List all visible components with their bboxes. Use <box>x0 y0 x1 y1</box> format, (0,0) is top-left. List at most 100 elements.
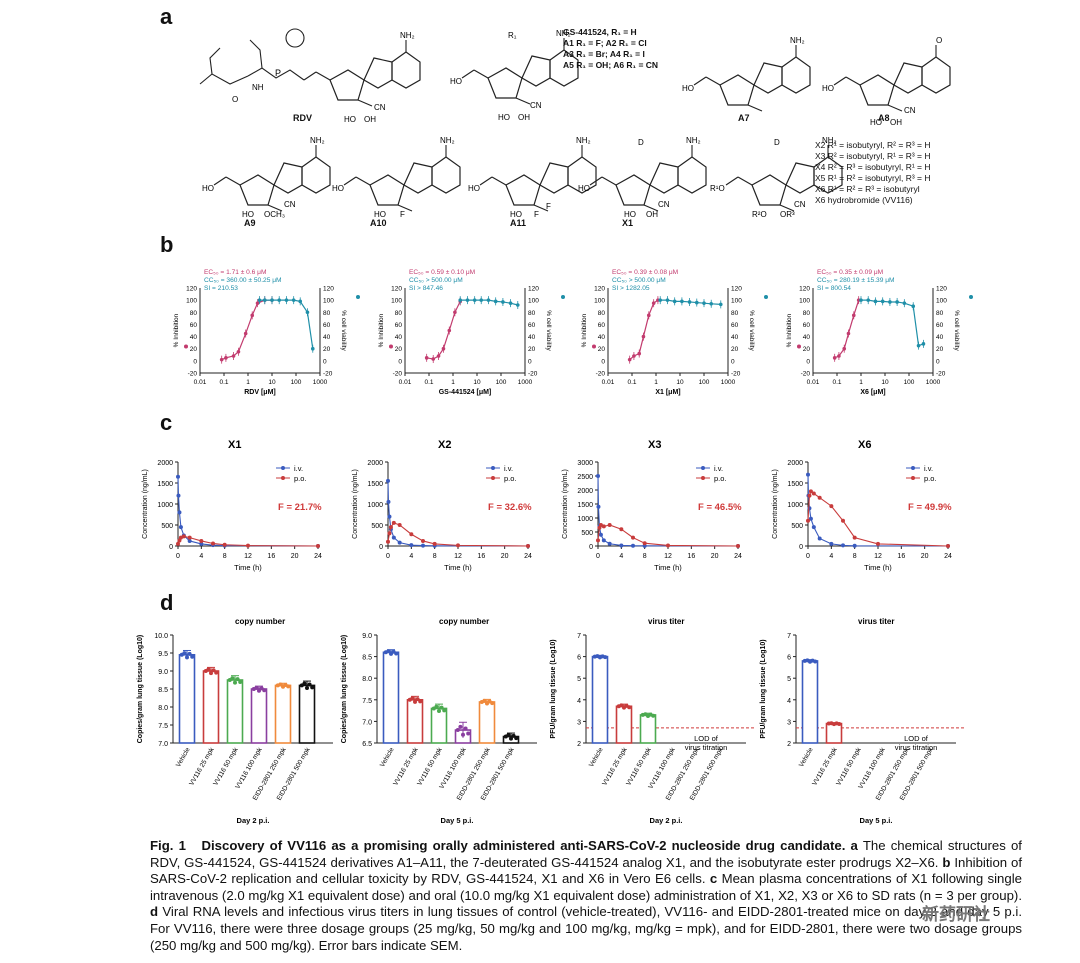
data-point <box>852 543 857 548</box>
data-point-viability <box>665 298 670 302</box>
data-point <box>386 499 391 504</box>
prodrug-list-item: X5 R¹ = R² = isobutyryl, R³ = H <box>815 173 931 183</box>
x-tick-label: 4 <box>619 553 623 560</box>
y-tick-label: 3 <box>787 719 791 726</box>
data-point <box>238 679 243 684</box>
structures-panel: P NH O HO OH CN NH₂ HO HO OH CN R₁ NH₂ H… <box>199 28 951 219</box>
data-point-viability <box>310 346 315 351</box>
data-point <box>181 534 186 539</box>
caption-a-text: The chemical structures of RDV, GS-44152… <box>150 838 1022 870</box>
x-axis-label: X6 [μM] <box>860 389 885 396</box>
x-tick-label: 16 <box>267 553 275 560</box>
y-tick-label: 100 <box>391 298 402 305</box>
y-axis-label: Concentration (ng/mL) <box>562 469 569 539</box>
y-tick-label: 500 <box>371 523 383 530</box>
data-point <box>619 543 624 548</box>
data-point <box>841 518 845 523</box>
x-tick-label: 0.01 <box>807 379 820 386</box>
x-tick-label: 24 <box>314 553 322 560</box>
data-point <box>410 696 415 701</box>
data-point-viability <box>298 299 303 304</box>
chart-title: X6 <box>858 439 871 451</box>
lod-label: LOD of <box>904 734 929 743</box>
y-tick-label: 500 <box>791 523 803 530</box>
data-point <box>386 539 390 544</box>
svg-text:NH: NH <box>252 83 264 92</box>
structure-x-prodrug: R¹O R²O OR³ CN D NH₂ <box>710 136 843 219</box>
legend-label-po: p.o. <box>504 474 517 483</box>
y-tick-label: 2000 <box>577 488 593 495</box>
chart-title: X3 <box>648 439 661 451</box>
data-point-viability <box>888 300 892 304</box>
data-point-viability <box>916 343 921 348</box>
x-tick-label: 10 <box>881 379 889 386</box>
data-point-viability <box>880 299 885 304</box>
data-point <box>806 518 810 523</box>
caption-title: Discovery of VV116 as a promising orally… <box>201 838 846 853</box>
legend-marker-inhibition <box>592 344 596 349</box>
data-point <box>817 536 822 541</box>
y-tick-label: 100 <box>186 298 197 305</box>
y-tick-label: 120 <box>186 286 197 293</box>
svg-text:HO: HO <box>578 184 590 193</box>
data-point <box>627 705 632 710</box>
data-point <box>397 523 402 527</box>
svg-text:OH: OH <box>890 118 902 127</box>
figure-caption: Fig. 1 Discovery of VV116 as a promising… <box>150 838 1022 954</box>
prodrug-list-item: X2 R¹ = isobutyryl, R² = R³ = H <box>815 140 931 150</box>
y-tick-label: 8.5 <box>362 655 372 662</box>
category-label: VV116 50 mpk <box>212 746 240 787</box>
svg-text:HO: HO <box>682 84 694 93</box>
y-tick-label: 1000 <box>157 502 173 509</box>
data-point-inhibition <box>255 301 260 305</box>
chart-footer: Day 5 p.i. <box>860 816 893 825</box>
series-line <box>387 480 529 547</box>
y-tick-label-right: 80 <box>731 310 739 317</box>
y-tick-label: 100 <box>799 298 810 305</box>
svg-text:OR³: OR³ <box>780 210 795 219</box>
data-point <box>432 541 437 546</box>
x-tick-label: 1000 <box>721 379 736 386</box>
svg-text:R¹O: R¹O <box>710 184 725 193</box>
svg-text:CN: CN <box>284 200 296 209</box>
series-line <box>597 524 739 547</box>
data-point <box>177 510 182 515</box>
svg-text:D: D <box>774 138 780 147</box>
data-point <box>187 651 192 656</box>
svg-text:F: F <box>400 210 405 219</box>
data-point <box>829 504 834 509</box>
svg-text:NH₂: NH₂ <box>400 31 415 40</box>
data-point <box>310 685 315 690</box>
data-point <box>813 659 818 664</box>
caption-c-text: Mean plasma concentrations of X1 followi… <box>150 871 1022 903</box>
x-tick-label: 1000 <box>926 379 941 386</box>
data-point-inhibition <box>846 331 851 336</box>
legend-label-iv: i.v. <box>924 464 933 473</box>
data-point <box>391 520 396 525</box>
legend-marker <box>911 476 915 480</box>
data-point <box>214 670 219 675</box>
data-point <box>209 671 213 676</box>
caption-b-label: b <box>942 854 951 870</box>
chart-title: copy number <box>439 617 489 626</box>
data-point <box>386 478 390 483</box>
y-tick-label: 120 <box>594 286 605 293</box>
data-point-inhibition <box>424 356 429 360</box>
data-point <box>397 540 402 545</box>
y-axis-label-left: % Inhibition <box>581 313 588 347</box>
y-tick-label: 120 <box>391 286 402 293</box>
data-point-viability <box>465 298 470 302</box>
data-point-viability <box>277 298 282 302</box>
svg-text:F: F <box>534 210 539 219</box>
y-tick-label: 4 <box>577 698 581 705</box>
x-tick-label: 100 <box>496 379 507 386</box>
x-tick-label: 12 <box>664 553 672 560</box>
data-point-inhibition <box>224 356 228 360</box>
structure-gs441524: HO HO OH CN R₁ NH₂ <box>450 29 579 122</box>
data-point <box>596 504 601 509</box>
data-point <box>254 685 259 690</box>
data-point <box>246 543 250 548</box>
series-line <box>387 522 529 547</box>
y-tick-label: 500 <box>581 530 593 537</box>
bar <box>226 679 244 744</box>
